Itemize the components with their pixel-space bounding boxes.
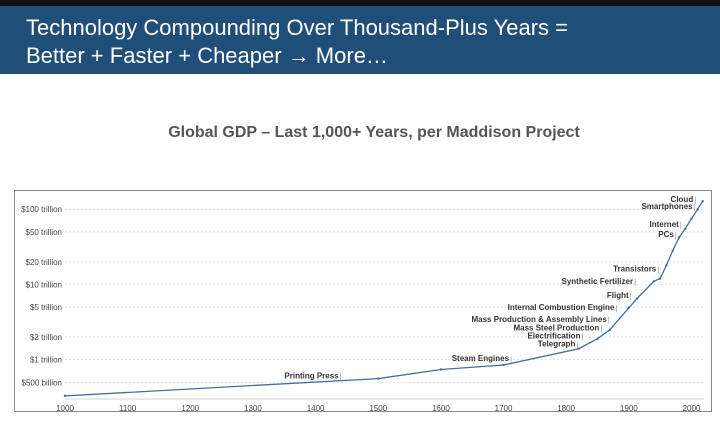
x-tick-label: 1600: [432, 404, 450, 413]
y-tick-label: $100 trillion: [21, 205, 62, 214]
y-tick-label: $2 trillion: [30, 333, 62, 342]
gdp-data-point: [684, 227, 687, 230]
chart-title: Global GDP – Last 1,000+ Years, per Madd…: [168, 124, 580, 141]
annotation-label: Internal Combustion Engine: [508, 303, 615, 312]
x-tick-label: 1300: [244, 404, 262, 413]
y-tick-label: $20 trillion: [26, 258, 62, 267]
slide-title-line-2: Better + Faster + Cheaper → More…: [26, 43, 388, 68]
gdp-data-point: [596, 337, 599, 340]
gdp-data-point: [690, 217, 693, 220]
gdp-data-point: [63, 394, 67, 398]
x-tick-label: 1800: [557, 404, 575, 413]
x-tick-label: 2000: [683, 404, 701, 413]
top-edge-bar: [0, 0, 720, 6]
gdp-data-point: [671, 249, 674, 253]
x-tick-label: 1200: [181, 404, 199, 413]
annotation-label: PCs: [658, 230, 674, 239]
x-tick-label: 1500: [369, 404, 387, 413]
gdp-data-point: [652, 280, 656, 283]
x-tick-label: 1700: [495, 404, 513, 413]
annotation-label: Cloud: [671, 195, 694, 204]
gdp-data-point: [658, 277, 662, 280]
gdp-data-point: [677, 236, 681, 239]
y-tick-label: $1 trillion: [30, 356, 62, 365]
annotation-label: Electrification: [528, 331, 581, 340]
gdp-data-point: [635, 297, 639, 300]
gdp-data-point: [608, 328, 612, 331]
gdp-data-point: [696, 208, 699, 211]
y-tick-label: $50 trillion: [26, 228, 62, 237]
x-tick-label: 1100: [119, 404, 137, 413]
annotation-label: Internet: [649, 220, 679, 229]
y-tick-label: $500 billion: [22, 378, 62, 387]
x-tick-label: 1900: [620, 404, 638, 413]
gdp-data-point: [665, 264, 668, 267]
y-tick-label: $5 trillion: [30, 303, 62, 312]
annotation-label: Telegraph: [538, 340, 576, 349]
annotation-label: Mass Production & Assembly Lines: [471, 315, 607, 324]
annotation-label: Steam Engines: [452, 354, 510, 363]
slide-header: Technology Compounding Over Thousand-Plu…: [0, 6, 720, 74]
annotation-label: Synthetic Fertilizer: [562, 277, 634, 286]
x-tick-label: 1400: [307, 404, 325, 413]
annotation-label: Flight: [607, 291, 629, 300]
gdp-series-line: [64, 200, 704, 397]
slide-title-line-1: Technology Compounding Over Thousand-Plu…: [26, 15, 568, 40]
y-tick-label: $10 trillion: [26, 280, 62, 289]
chart-frame: [14, 190, 712, 412]
annotation-label: Transistors: [613, 264, 657, 273]
gdp-data-point: [701, 199, 704, 203]
gdp-data-point: [627, 306, 631, 309]
gdp-data-point: [377, 377, 380, 380]
annotation-label: Printing Press: [284, 371, 339, 380]
gdp-data-point: [502, 363, 505, 367]
gdp-data-point: [577, 347, 580, 350]
x-tick-label: 1000: [56, 404, 74, 413]
annotation-label: Mass Steel Production: [513, 323, 599, 332]
gdp-data-point: [439, 368, 443, 371]
annotation-label: Smartphones: [641, 202, 693, 211]
